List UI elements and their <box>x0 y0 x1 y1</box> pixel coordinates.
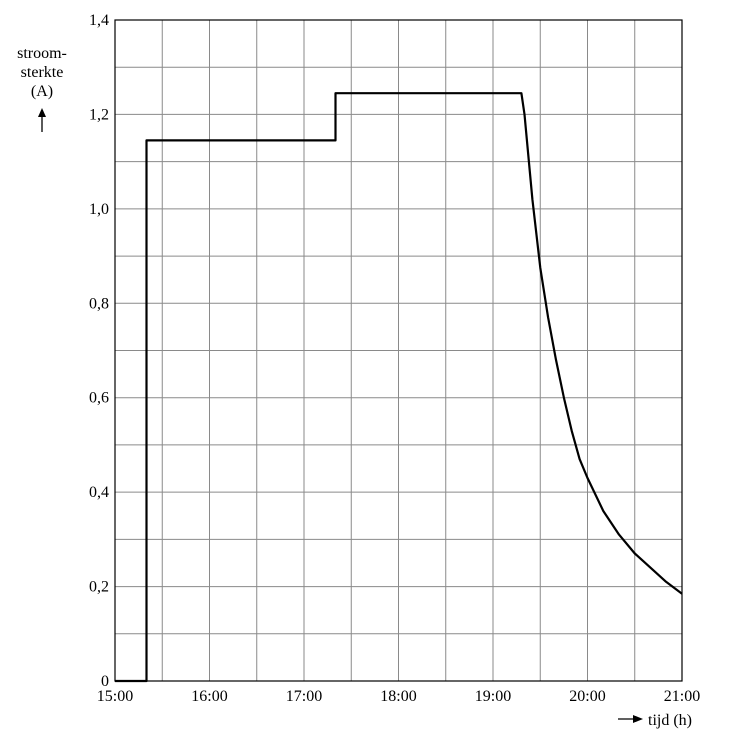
x-axis-label: tijd (h) <box>648 712 692 729</box>
y-tick-label: 0,6 <box>89 390 109 407</box>
y-axis-label-line-2: sterkte <box>21 64 64 81</box>
y-tick-label: 0,2 <box>89 579 109 596</box>
x-tick-label: 15:00 <box>97 688 133 705</box>
y-axis-arrow-icon <box>38 108 46 132</box>
y-tick-labels: 0 0,2 0,4 0,6 0,8 1,0 1,2 1,4 <box>89 12 109 690</box>
x-tick-label: 16:00 <box>191 688 227 705</box>
x-tick-label: 19:00 <box>475 688 511 705</box>
y-axis-label-line-3: (A) <box>31 83 53 100</box>
y-tick-label: 0,8 <box>89 295 109 312</box>
x-tick-label: 20:00 <box>569 688 605 705</box>
y-tick-label: 0,4 <box>89 484 109 501</box>
x-axis-arrow-icon <box>618 715 643 723</box>
grid <box>115 20 682 681</box>
y-axis-label-line-1: stroom- <box>17 45 67 62</box>
x-tick-label: 17:00 <box>286 688 322 705</box>
x-tick-label: 21:00 <box>664 688 700 705</box>
x-tick-label: 18:00 <box>380 688 416 705</box>
y-tick-label: 0 <box>101 673 109 690</box>
y-tick-label: 1,4 <box>89 12 109 29</box>
plot-frame <box>114 19 683 682</box>
x-tick-labels: 15:00 16:00 17:00 18:00 19:00 20:00 21:00 <box>97 688 700 705</box>
y-tick-label: 1,2 <box>89 106 109 123</box>
y-tick-label: 1,0 <box>89 201 109 218</box>
series-line <box>115 92 683 683</box>
